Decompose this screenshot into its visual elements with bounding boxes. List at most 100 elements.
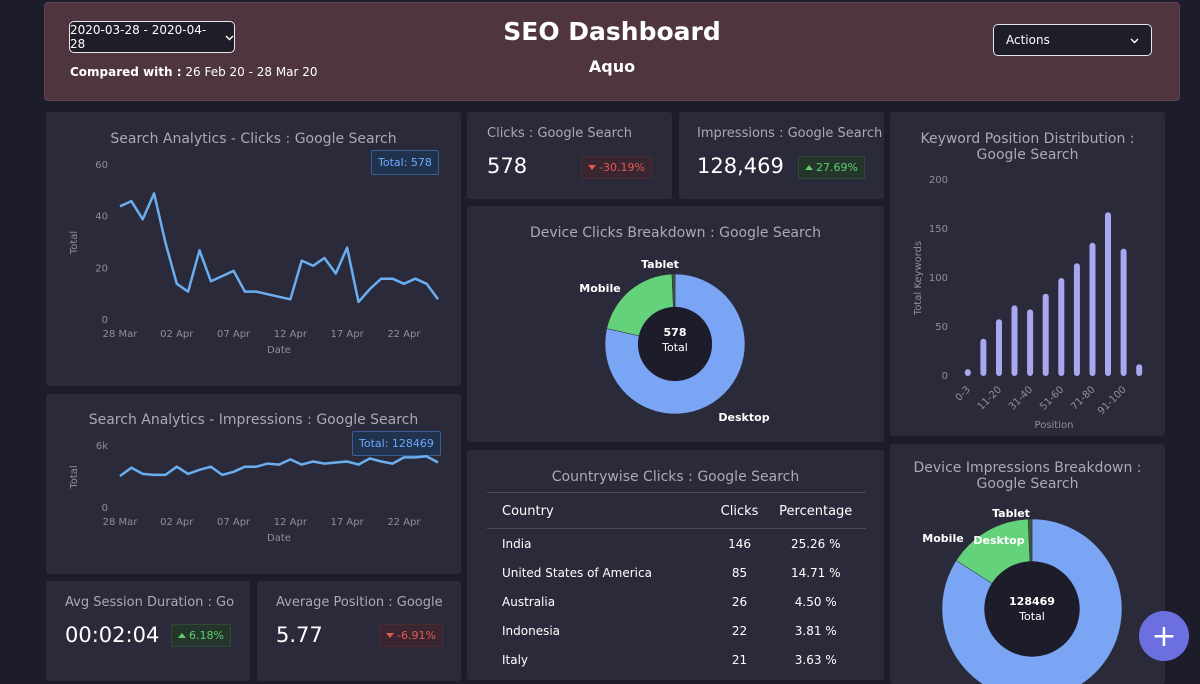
kpi-avg-session-title: Avg Session Duration : Google xyxy=(65,595,235,610)
kpi-impressions-title: Impressions : Google Search xyxy=(697,126,883,141)
kpi-avg-session-value: 00:02:04 xyxy=(65,623,160,647)
plus-icon: + xyxy=(1151,618,1177,654)
country-clicks-title: Countrywise Clicks : Google Search xyxy=(551,469,800,485)
y-tick-label: 0 xyxy=(942,371,948,382)
device-impressions-card: Device Impressions Breakdown : Google Se… xyxy=(890,444,1165,684)
table-header-row: Country Clicks Percentage xyxy=(487,492,866,529)
table-cell: 22 xyxy=(731,624,748,638)
page-subtitle: Aquo xyxy=(588,57,636,76)
bar xyxy=(1058,278,1065,376)
y-tick-label: 150 xyxy=(929,224,948,235)
date-range-label: 2020-03-28 - 2020-04-28 xyxy=(70,23,207,51)
y-tick-label: 0 xyxy=(102,315,108,326)
y-tick-label: 20 xyxy=(95,263,108,274)
kpi-clicks-value: 578 xyxy=(487,154,528,178)
column-header: Clicks xyxy=(713,492,766,529)
y-axis-label: Total xyxy=(69,465,80,489)
column-header: Country xyxy=(487,492,714,529)
x-tick-label: 71-80 xyxy=(1069,384,1097,412)
bar xyxy=(1105,212,1111,376)
y-tick-label: 50 xyxy=(935,322,948,333)
kpi-avg-position-delta-value: -6.91% xyxy=(397,629,436,642)
x-tick-label: 17 Apr xyxy=(331,517,365,528)
clicks-total-badge: Total: 578 xyxy=(371,150,439,175)
impressions-line-chart: 0 6k 28 Mar 02 Apr 07 Apr 12 Apr 17 Apr 22 Apr D… xyxy=(69,441,439,544)
kpi-impressions-card: Impressions : Google Search 128,469 27.6… xyxy=(679,112,884,199)
bar xyxy=(1042,293,1049,376)
table-cell: Australia xyxy=(502,595,556,609)
table-cell: 4.50 % xyxy=(794,595,837,609)
table-cell: 85 xyxy=(731,566,748,580)
clicks-chart-title: Search Analytics - Clicks : Google Searc… xyxy=(110,131,397,147)
x-tick-label: 31-40 xyxy=(1007,384,1035,412)
x-tick-label: 0-3 xyxy=(954,384,973,403)
device-clicks-center-value: 578 xyxy=(663,326,687,339)
x-tick-label: 91-100 xyxy=(1096,384,1129,417)
clicks-line-chart: 0 20 40 60 28 Mar 02 Apr 07 Apr 12 Apr 17 Apr 22 … xyxy=(69,160,440,356)
kpi-clicks-delta-value: -30.19% xyxy=(599,161,645,174)
keyword-bar-chart: 0 50 100 150 200 0-3 11-20 31-40 51-60 71-8091-10… xyxy=(913,175,1143,431)
x-tick-label: 51-60 xyxy=(1038,384,1066,412)
keyword-distribution-card: Keyword Position Distribution : Google S… xyxy=(890,112,1165,436)
x-tick-label: 02 Apr xyxy=(160,329,194,340)
clicks-chart-card: Search Analytics - Clicks : Google Searc… xyxy=(46,112,461,386)
country-clicks-table: Country Clicks Percentage India 146 25.2… xyxy=(487,492,866,674)
table-cell: 14.71 % xyxy=(790,566,841,580)
impressions-total-badge: Total: 128469 xyxy=(352,431,441,456)
country-clicks-card: Countrywise Clicks : Google Search Count… xyxy=(467,450,884,680)
y-tick-label: 100 xyxy=(929,273,948,284)
table-cell: 3.63 % xyxy=(794,653,837,667)
add-widget-button[interactable]: + xyxy=(1139,611,1189,661)
slice-label: Tablet xyxy=(992,507,1030,520)
slice-label: Desktop xyxy=(718,411,769,424)
bar xyxy=(964,369,971,376)
x-tick-label: 28 Mar xyxy=(103,329,139,340)
series-line xyxy=(119,192,440,304)
x-tick-label: 22 Apr xyxy=(387,517,421,528)
table-cell: 26 xyxy=(731,595,748,609)
slice-label: Mobile xyxy=(922,532,963,545)
arrow-down-icon xyxy=(588,165,596,170)
x-tick-label: 28 Mar xyxy=(103,517,139,528)
kpi-avg-position-delta: -6.91% xyxy=(379,624,443,647)
device-clicks-donut: Desktop Mobile Tablet xyxy=(579,258,769,424)
table-cell: 21 xyxy=(731,653,748,667)
date-range-picker[interactable]: 2020-03-28 - 2020-04-28 xyxy=(69,21,235,53)
table-row: Italy 21 3.63 % xyxy=(487,645,866,674)
x-tick-label: 07 Apr xyxy=(217,517,251,528)
bar xyxy=(1073,263,1080,376)
device-clicks-center-label: Total xyxy=(662,341,688,354)
table-row: Australia 26 4.50 % xyxy=(487,587,866,616)
device-impressions-title: Device Impressions Breakdown : Google Se… xyxy=(913,460,1142,492)
table-cell: 146 xyxy=(728,537,751,551)
compared-with: Compared with : 26 Feb 20 - 28 Mar 20 xyxy=(70,65,318,79)
kpi-impressions-value: 128,469 xyxy=(697,154,784,178)
y-axis-label: Total Keywords xyxy=(913,241,924,316)
kpi-impressions-delta: 27.69% xyxy=(798,156,865,179)
device-clicks-title: Device Clicks Breakdown : Google Search xyxy=(529,225,822,241)
arrow-up-icon xyxy=(178,633,186,638)
device-clicks-card: Device Clicks Breakdown : Google Search … xyxy=(467,206,884,442)
slice-label: Tablet xyxy=(641,258,679,271)
kpi-avg-session-delta: 6.18% xyxy=(171,624,231,647)
kpi-avg-position-card: Average Position : Google Search 5.77 -6… xyxy=(257,581,461,681)
kpi-avg-session-delta-value: 6.18% xyxy=(189,629,224,642)
y-axis-label: Total xyxy=(69,231,80,255)
kpi-clicks-delta: -30.19% xyxy=(581,156,652,179)
compared-value: 26 Feb 20 - 28 Mar 20 xyxy=(185,65,318,79)
page-title: SEO Dashboard xyxy=(503,17,721,46)
impressions-chart-card: Search Analytics - Impressions : Google … xyxy=(46,394,461,574)
x-axis-label: Position xyxy=(1035,420,1074,431)
actions-dropdown[interactable]: Actions xyxy=(993,24,1152,56)
kpi-avg-session-card: Avg Session Duration : Google 00:02:04 6… xyxy=(46,581,250,681)
bar xyxy=(1089,242,1096,376)
kpi-clicks-card: Clicks : Google Search 578 -30.19% xyxy=(467,112,672,199)
compared-label: Compared with : xyxy=(70,65,182,79)
kpi-impressions-delta-value: 27.69% xyxy=(816,161,858,174)
x-axis-label: Date xyxy=(267,533,291,544)
series-line xyxy=(119,455,439,478)
table-row: Indonesia 22 3.81 % xyxy=(487,616,866,645)
table-cell: Italy xyxy=(502,653,529,667)
slice-label: Desktop xyxy=(973,534,1024,547)
kpi-avg-position-value: 5.77 xyxy=(276,623,323,647)
